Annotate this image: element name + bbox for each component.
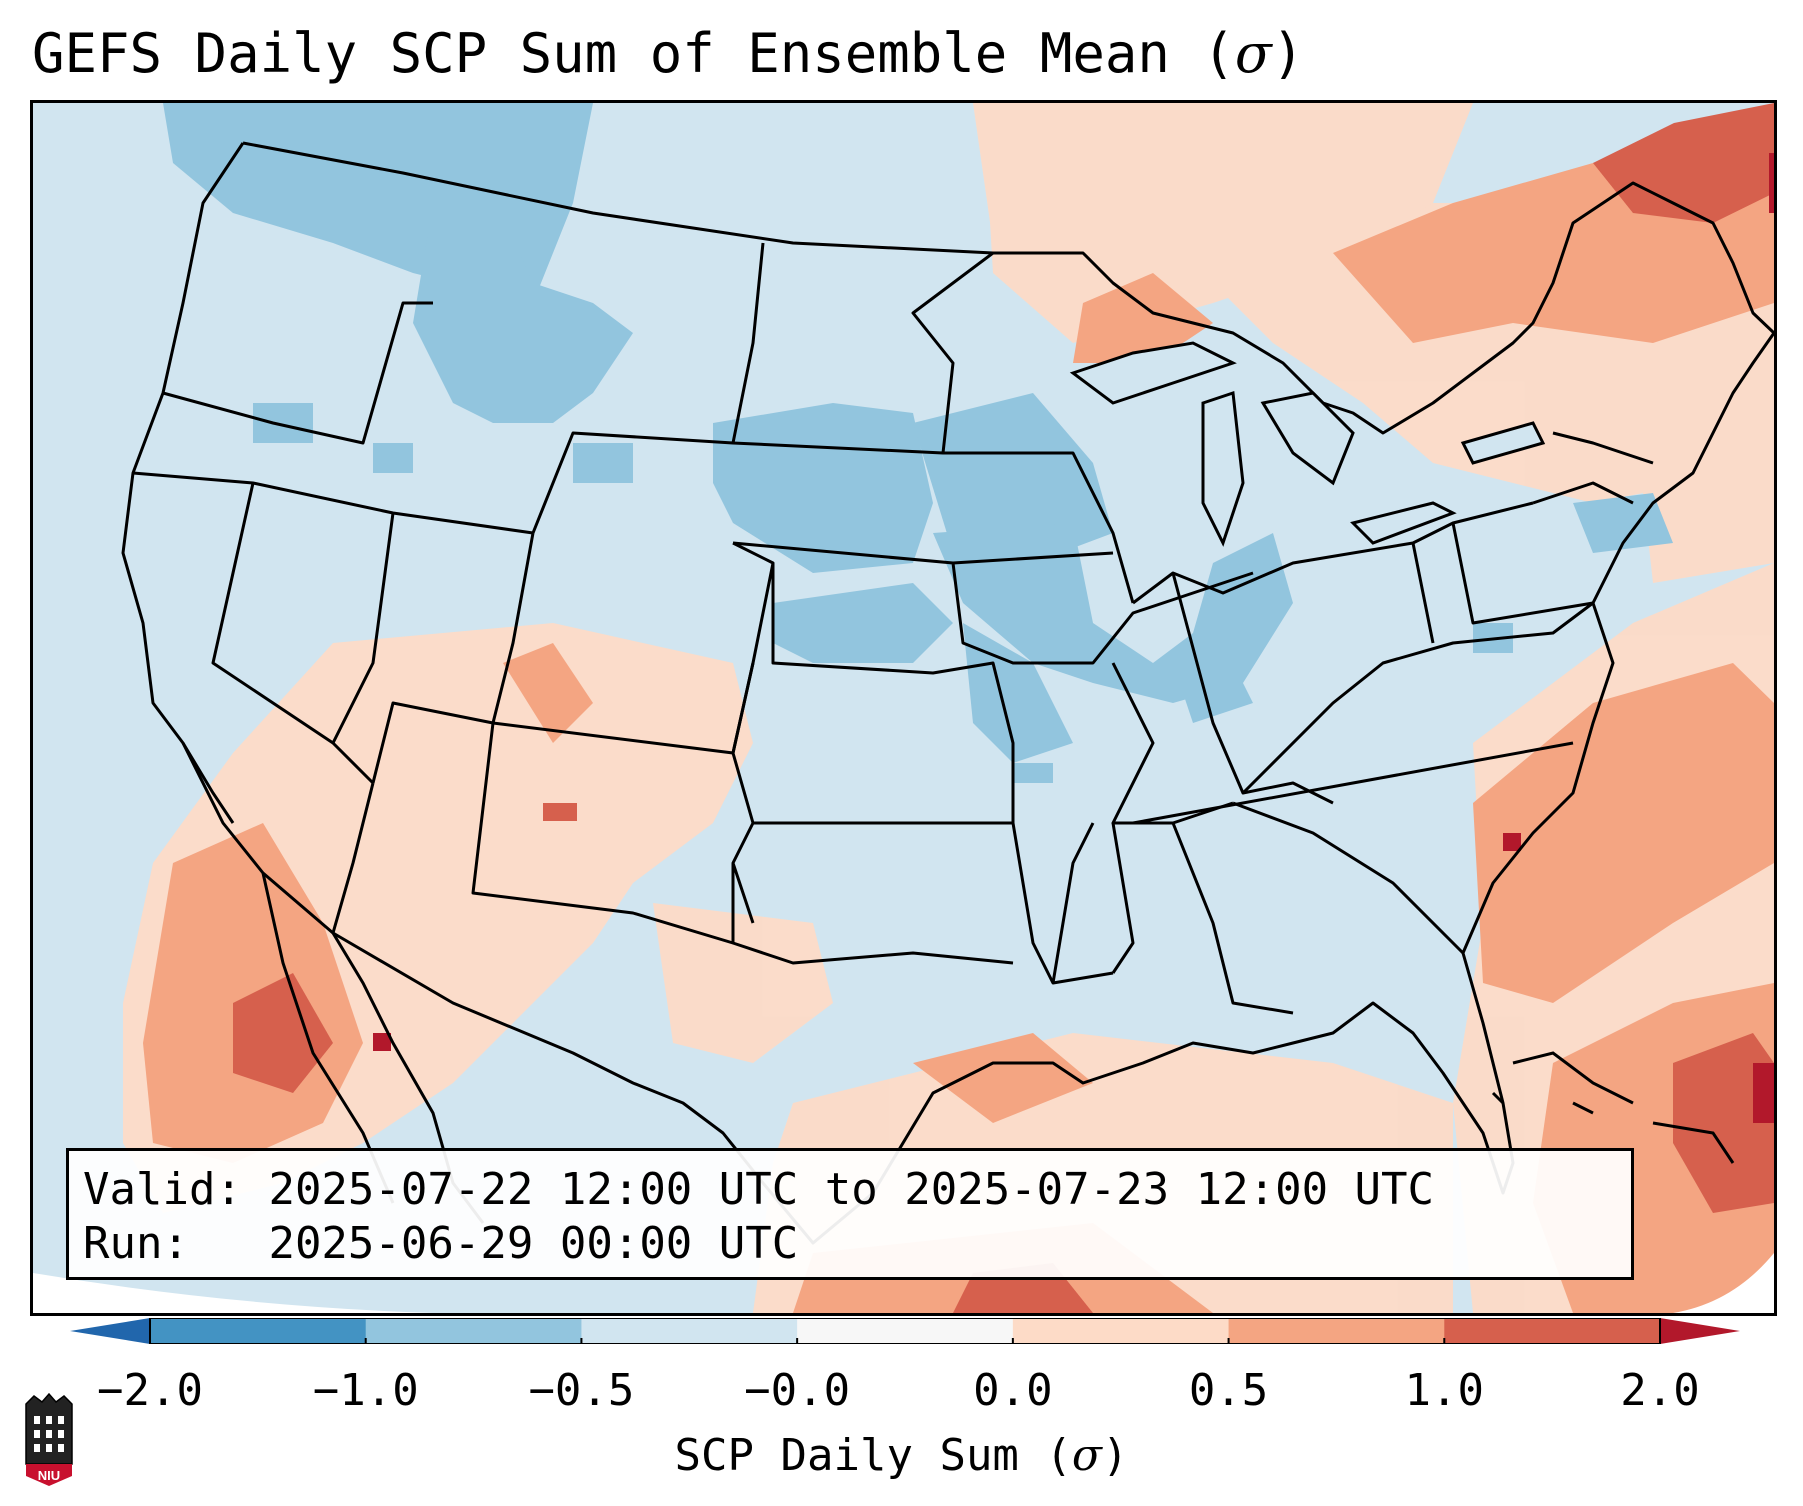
colorbar-outline bbox=[149, 1318, 1661, 1344]
map-panel[interactable] bbox=[30, 100, 1777, 1316]
colorbar-tick-label: 0.0 bbox=[973, 1365, 1053, 1416]
colorbar-tick-label: −1.0 bbox=[312, 1365, 419, 1416]
colorbar-bin bbox=[1012, 1318, 1230, 1344]
run-time: 2025-06-29 00:00 UTC bbox=[268, 1218, 799, 1269]
projection-edge-right bbox=[1673, 1253, 1774, 1313]
colorbar-bin bbox=[150, 1318, 367, 1344]
colorbar-tick-label: 0.5 bbox=[1188, 1365, 1269, 1416]
colorbar-tick-label: −0.0 bbox=[744, 1365, 851, 1416]
valid-label: Valid: bbox=[83, 1164, 242, 1215]
colorbar-tick-label: 2.0 bbox=[1620, 1365, 1700, 1416]
run-label: Run: bbox=[83, 1218, 189, 1269]
map-title: GEFS Daily SCP Sum of Ensemble Mean (σ) bbox=[32, 22, 1305, 85]
niu-logo-text: NIU bbox=[38, 1468, 60, 1483]
state-boundaries bbox=[121, 141, 1774, 1245]
colorbar-extend-high bbox=[1660, 1318, 1740, 1344]
colorbar bbox=[70, 1318, 1740, 1344]
niu-logo: NIU bbox=[25, 1392, 73, 1486]
valid-range: 2025-07-22 12:00 UTC to 2025-07-23 12:00… bbox=[268, 1164, 1435, 1215]
colorbar-label: SCP Daily Sum (σ) bbox=[674, 1430, 1129, 1481]
caribbean-islands bbox=[1491, 1051, 1735, 1164]
colorbar-bin bbox=[581, 1318, 798, 1344]
colorbar-bin bbox=[797, 1318, 1014, 1344]
shading-medium-blue bbox=[163, 103, 1673, 783]
colorbar-bin bbox=[1228, 1318, 1445, 1344]
colorbar-tick-label: −0.5 bbox=[528, 1365, 635, 1416]
colorbar-bin bbox=[1444, 1318, 1661, 1344]
colorbar-tick-label: 1.0 bbox=[1404, 1365, 1485, 1416]
shading-darkest-red bbox=[373, 153, 1774, 1123]
great-lakes bbox=[1069, 341, 1546, 547]
colorbar-tick-label: −2.0 bbox=[97, 1365, 203, 1416]
valid-run-info: Valid: 2025-07-22 12:00 UTC to 2025-07-2… bbox=[66, 1148, 1634, 1280]
scp-map bbox=[33, 103, 1774, 1313]
projection-edge-left bbox=[33, 1273, 633, 1313]
colorbar-extend-low bbox=[70, 1318, 150, 1344]
colorbar-bin bbox=[365, 1318, 582, 1344]
